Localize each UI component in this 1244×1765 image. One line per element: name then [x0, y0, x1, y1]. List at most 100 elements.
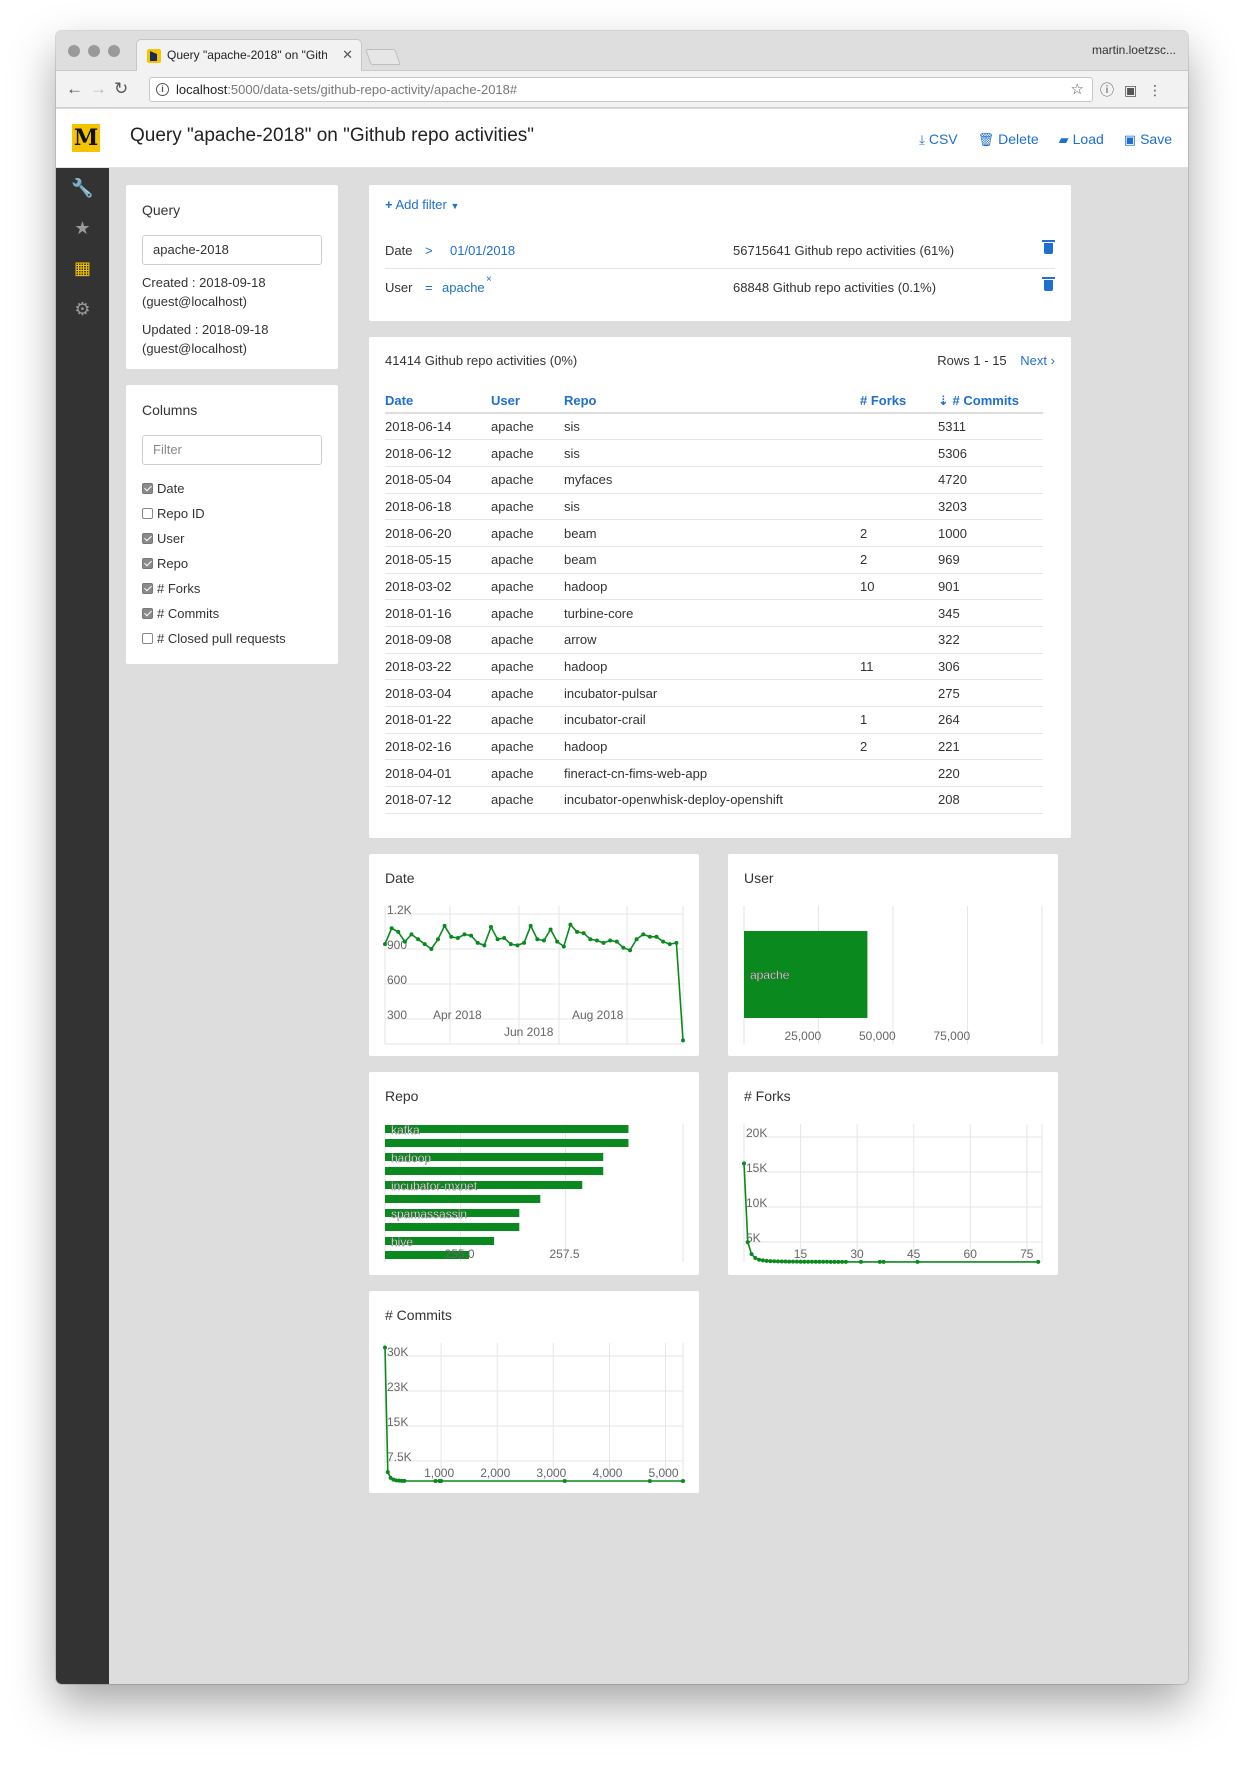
- load-label: Load: [1072, 131, 1104, 147]
- table-row: 2018-06-12 apache sis 5306: [385, 439, 1043, 467]
- cell-repo: incubator-crail: [564, 706, 860, 734]
- new-tab-button[interactable]: [365, 49, 401, 65]
- cell-forks: [860, 759, 938, 788]
- save-button[interactable]: ▣ Save: [1124, 131, 1172, 148]
- x-tick-label: 50,000: [859, 1029, 896, 1043]
- filter-value[interactable]: 01/01/2018: [450, 243, 516, 258]
- cell-date: 2018-03-02: [385, 573, 491, 601]
- bar-label: hadoop: [391, 1151, 431, 1165]
- column-toggle[interactable]: Repo ID: [142, 506, 205, 521]
- cell-commits: 220: [938, 759, 1043, 788]
- column-toggle[interactable]: Repo: [142, 556, 188, 571]
- csv-button[interactable]: ⤓ CSV: [919, 131, 958, 148]
- cell-repo: incubator-pulsar: [564, 679, 860, 708]
- close-tab-icon[interactable]: ✕: [342, 47, 353, 62]
- data-point: [439, 1478, 444, 1483]
- checkbox[interactable]: [142, 483, 153, 494]
- cell-commits: 901: [938, 573, 1043, 601]
- wrench-icon[interactable]: 🔧: [71, 178, 94, 198]
- data-point: [806, 1259, 811, 1264]
- checkbox[interactable]: [142, 608, 153, 619]
- column-header-forks[interactable]: # Forks: [860, 389, 938, 414]
- remove-value-icon[interactable]: ×: [486, 274, 492, 285]
- app-logo[interactable]: M: [72, 124, 100, 152]
- bar: [385, 1167, 604, 1175]
- address-bar[interactable]: i localhost:5000/data-sets/github-repo-a…: [149, 77, 1093, 102]
- checkbox[interactable]: [142, 633, 153, 644]
- cell-date: 2018-02-16: [385, 733, 491, 761]
- column-filter-input[interactable]: Filter: [142, 435, 322, 465]
- add-filter-button[interactable]: + Add filter ▼: [385, 197, 459, 212]
- data-point: [548, 927, 553, 932]
- filter-operator[interactable]: >: [425, 243, 433, 258]
- column-toggle[interactable]: # Commits: [142, 606, 219, 621]
- forward-arrow-icon[interactable]: →: [90, 79, 107, 98]
- data-point: [915, 1259, 920, 1264]
- chart-title: User: [744, 870, 774, 886]
- cell-commits: 221: [938, 733, 1043, 761]
- cell-commits: 264: [938, 706, 1043, 734]
- browser-tab[interactable]: Query "apache-2018" on "Github repo acti…: [136, 39, 362, 71]
- column-toggle[interactable]: User: [142, 531, 184, 546]
- bookmark-star-icon[interactable]: ☆: [1070, 81, 1084, 98]
- cell-date: 2018-06-18: [385, 493, 491, 521]
- data-point: [809, 1259, 814, 1264]
- back-arrow-icon[interactable]: ←: [66, 79, 83, 98]
- load-button[interactable]: ▰ Load: [1059, 131, 1104, 148]
- close-window-button[interactable]: [68, 45, 80, 57]
- maximize-window-button[interactable]: [108, 45, 120, 57]
- filter-row-user: User = apache × 68848 Github repo activi…: [385, 270, 1055, 306]
- star-icon[interactable]: ★: [74, 218, 91, 238]
- cell-user: apache: [491, 706, 564, 734]
- column-header-date[interactable]: Date: [385, 389, 491, 414]
- data-point: [469, 933, 474, 938]
- checkbox[interactable]: [142, 508, 153, 519]
- cell-user: apache: [491, 519, 564, 547]
- extension-badge-icon[interactable]: ▣: [1124, 82, 1138, 98]
- query-name-input[interactable]: apache-2018: [142, 235, 322, 265]
- profile-name[interactable]: martin.loetzsc...: [1091, 43, 1176, 57]
- cell-date: 2018-03-22: [385, 653, 491, 681]
- delete-button[interactable]: 🗑 Delete: [978, 131, 1039, 148]
- checkbox[interactable]: [142, 583, 153, 594]
- column-header-commits[interactable]: ⇣ # Commits: [938, 389, 1043, 414]
- column-toggle[interactable]: # Closed pull requests: [142, 631, 286, 646]
- x-tick-label: 25,000: [785, 1029, 822, 1043]
- bar: [385, 1237, 495, 1245]
- column-toggle-label: Date: [157, 481, 185, 496]
- cell-date: 2018-04-01: [385, 759, 491, 788]
- column-toggle[interactable]: # Forks: [142, 581, 200, 596]
- date-chart: 300 600 900 1.2K Apr 2018 Aug 2018 Jun 2018: [383, 903, 685, 1045]
- bar: [385, 1195, 541, 1203]
- column-header-repo[interactable]: Repo: [564, 389, 860, 414]
- series-line: [743, 1163, 1039, 1263]
- filter-value[interactable]: apache: [442, 280, 485, 295]
- extension-icon[interactable]: ⓘ: [1100, 82, 1114, 98]
- data-point: [764, 1258, 769, 1263]
- cell-commits: 5311: [938, 413, 1043, 441]
- column-toggle[interactable]: Date: [142, 481, 184, 496]
- filter-operator[interactable]: =: [425, 280, 433, 295]
- table-row: 2018-03-02 apache hadoop 10 901: [385, 573, 1043, 601]
- table-row: 2018-01-22 apache incubator-crail 1 264: [385, 706, 1043, 734]
- tab-bar: Query "apache-2018" on "Github repo acti…: [56, 31, 1188, 71]
- next-page-button[interactable]: Next ›: [1020, 353, 1055, 368]
- minimize-window-button[interactable]: [88, 45, 100, 57]
- results-summary: 41414 Github repo activities (0%): [385, 353, 578, 368]
- cell-repo: myfaces: [564, 466, 860, 494]
- cell-forks: [860, 786, 938, 814]
- info-icon[interactable]: i: [156, 83, 169, 96]
- y-tick-label: 600: [387, 973, 407, 987]
- delete-filter-icon[interactable]: [1042, 277, 1055, 291]
- menu-kebab-icon[interactable]: ⋮: [1148, 82, 1162, 98]
- gear-icon[interactable]: ⚙: [74, 299, 91, 319]
- checkbox[interactable]: [142, 533, 153, 544]
- table-icon[interactable]: ▦: [73, 258, 91, 278]
- table-header-row: Date User Repo # Forks ⇣ # Commits: [385, 389, 1043, 414]
- y-tick-label: 7.5K: [387, 1450, 412, 1464]
- bar-label: hive: [391, 1235, 413, 1249]
- reload-icon[interactable]: ↻: [114, 79, 129, 98]
- column-header-user[interactable]: User: [491, 389, 564, 414]
- checkbox[interactable]: [142, 558, 153, 569]
- delete-filter-icon[interactable]: [1042, 240, 1055, 254]
